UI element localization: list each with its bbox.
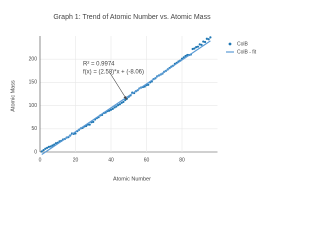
point xyxy=(117,104,120,107)
x-tick-label: 40 xyxy=(108,157,114,163)
point xyxy=(191,47,194,51)
annotation-arrowhead xyxy=(123,96,127,100)
point xyxy=(193,47,196,50)
point xyxy=(111,107,114,110)
chart-title: Graph 1: Trend of Atomic Number vs. Atom… xyxy=(53,14,211,21)
y-tick-label: 0 xyxy=(34,149,37,155)
point xyxy=(47,145,50,148)
point xyxy=(108,109,111,112)
x-tick-label: 20 xyxy=(73,157,79,163)
legend: ColB ColB - fit xyxy=(226,41,257,55)
point xyxy=(196,45,200,48)
annotation: f(x) = (2.58)*x + (-8.06) xyxy=(83,70,144,76)
y-tick-label: 100 xyxy=(29,103,38,109)
y-tick-label: 200 xyxy=(29,57,38,63)
point xyxy=(115,105,118,108)
x-tick-label: 60 xyxy=(144,157,150,163)
legend-marker xyxy=(228,42,232,46)
point xyxy=(120,101,123,104)
x-tick-label: 80 xyxy=(179,157,185,163)
point xyxy=(42,149,45,152)
point xyxy=(207,38,210,41)
point xyxy=(122,100,125,103)
y-tick-label: 50 xyxy=(31,126,37,132)
point xyxy=(51,144,54,147)
point xyxy=(200,43,203,46)
point xyxy=(202,40,205,43)
point xyxy=(88,123,91,126)
x-axis-label: Atomic Number xyxy=(113,176,151,182)
point xyxy=(147,83,150,86)
legend-label: ColB - fit xyxy=(237,49,257,55)
point xyxy=(54,142,58,145)
x-tick-label: 0 xyxy=(39,157,42,163)
point xyxy=(46,146,49,149)
legend-label: ColB xyxy=(237,41,249,47)
point xyxy=(113,106,116,109)
y-axis-label: Atomic Mass xyxy=(10,80,16,112)
annotation: R² = 0.9974 xyxy=(83,62,115,68)
point xyxy=(203,40,207,44)
point xyxy=(205,37,208,40)
point xyxy=(92,120,95,123)
point xyxy=(49,145,52,148)
point xyxy=(118,103,121,106)
point xyxy=(44,147,47,150)
plot-area: 0 50 100 150 200 0 20 40 60 80 xyxy=(29,36,218,163)
point xyxy=(40,150,43,153)
point xyxy=(209,36,212,39)
point xyxy=(124,98,127,102)
point xyxy=(198,43,201,46)
point xyxy=(195,46,198,49)
chart: ColB ColB - fit 0 50 100 150 200 0 20 40 60 80 Grap… xyxy=(10,14,257,183)
y-tick-label: 150 xyxy=(29,80,38,86)
point xyxy=(109,108,113,111)
annotation-arrow xyxy=(109,72,128,101)
